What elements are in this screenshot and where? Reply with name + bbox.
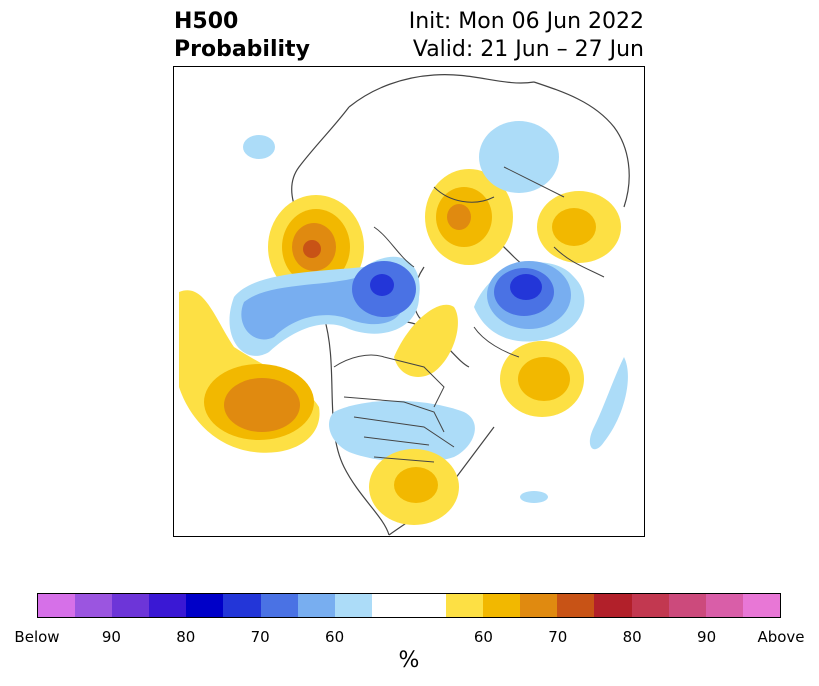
colorbar-segment: [297, 594, 335, 617]
colorbar-tick-label: 60: [473, 628, 493, 646]
anomaly-canadian-arctic: [394, 304, 458, 377]
anomaly-north-pacific: [179, 290, 320, 453]
anomaly-atlantic-strip: [589, 357, 628, 450]
colorbar-segment: [408, 594, 447, 617]
colorbar-segment: [334, 594, 372, 617]
forecast-dates: Init: Mon 06 Jun 2022 Valid: 21 Jun – 27…: [409, 8, 644, 64]
anomaly-north-atlantic: [500, 341, 584, 417]
anomaly-central-us: [329, 400, 475, 463]
colorbar-segment: [223, 594, 261, 617]
colorbar-tick-label: 80: [622, 628, 642, 646]
colorbar-segment: [38, 594, 76, 617]
colorbar-segment: [668, 594, 706, 617]
colorbar-segment: [75, 594, 113, 617]
anomaly-bering: [229, 256, 420, 356]
anomaly-alaska: [268, 195, 364, 299]
colorbar-segment: [446, 594, 484, 617]
colorbar-segment: [483, 594, 521, 617]
probability-colorbar: [37, 593, 781, 618]
title-line-2: Probability: [174, 37, 310, 62]
colorbar-tick-label: 90: [101, 628, 121, 646]
colorbar-segment: [520, 594, 558, 617]
probability-map: [173, 66, 645, 537]
colorbar-segment: [705, 594, 743, 617]
valid-date: Valid: 21 Jun – 27 Jun: [412, 37, 644, 62]
colorbar-tick-label: 60: [325, 628, 345, 646]
borders: [333, 166, 605, 463]
map-canvas: [179, 73, 630, 536]
colorbar-segment: [112, 594, 150, 617]
colorbar-segment: [594, 594, 632, 617]
colorbar-segment: [371, 594, 409, 617]
colorbar-segment: [149, 594, 187, 617]
title-line-1: H500: [174, 9, 239, 34]
colorbar-tick-label: 80: [176, 628, 196, 646]
map-title: H500 Probability: [174, 8, 310, 64]
anomaly-subtropical-atlantic: [520, 491, 548, 503]
colorbar-tick-label: Above: [757, 628, 805, 646]
colorbar-segment: [742, 594, 780, 617]
anomaly-arctic-ocean: [243, 135, 275, 159]
colorbar-unit: %: [398, 648, 420, 673]
colorbar-tick-label: 70: [548, 628, 568, 646]
colorbar-segment: [260, 594, 298, 617]
colorbar-tick-label: 90: [697, 628, 717, 646]
colorbar-tick-label: 70: [250, 628, 270, 646]
init-date: Init: Mon 06 Jun 2022: [408, 9, 644, 34]
colorbar-segment: [631, 594, 669, 617]
colorbar-tick-label: Below: [14, 628, 60, 646]
anomaly-west-siberia: [474, 121, 585, 342]
anomaly-north-europe: [425, 169, 621, 265]
colorbar-segment: [557, 594, 595, 617]
colorbar-segment: [186, 594, 224, 617]
anomaly-southeast-us: [369, 449, 459, 525]
